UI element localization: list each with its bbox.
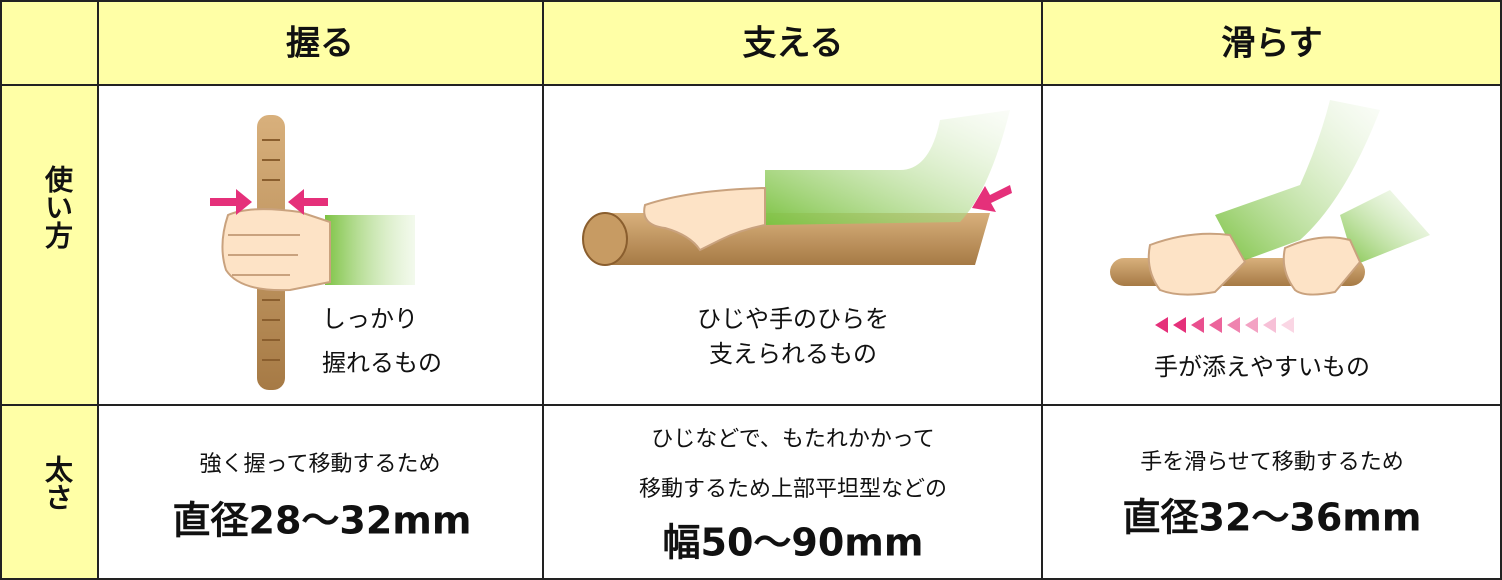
size: 直径28～32mm [173,499,472,543]
header-bg [0,0,1502,85]
column-header: 支える [743,24,844,64]
caption: 手が添えやすいもの [1154,353,1370,381]
caption: ひじや手のひらを [697,305,889,333]
reason: 移動するため上部平坦型などの [639,477,947,502]
grip-illustration [210,115,415,390]
slide-illustration [1110,100,1430,333]
reason: 強く握って移動するため [200,452,441,477]
size: 直径32～36mm [1123,496,1422,540]
caption: 握れるもの [322,349,442,377]
size: 幅50～90mm [663,521,924,565]
row-label: 使い方 [41,165,74,249]
label-bg [0,85,98,580]
column-header: 滑らす [1221,24,1322,64]
reason: ひじなどで、もたれかかって [651,427,935,452]
column-header: 握る [286,24,354,64]
row-label: 太さ [41,455,74,511]
support-illustration [582,110,1012,266]
caption: 支えられるもの [709,340,877,368]
reason: 手を滑らせて移動するため [1140,450,1404,475]
caption: しっかり [322,305,418,333]
